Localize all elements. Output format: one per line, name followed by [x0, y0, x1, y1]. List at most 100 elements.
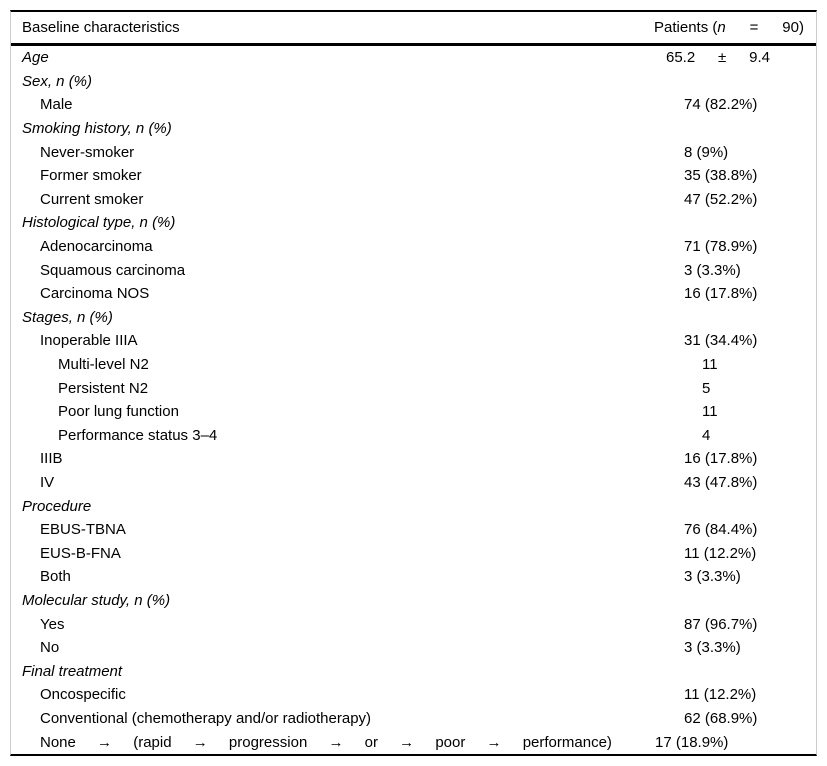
header-n-value: 90)	[782, 19, 804, 36]
header-baseline-characteristics: Baseline characteristics	[22, 19, 180, 36]
header-patients-prefix: Patients (n	[654, 19, 726, 36]
row-value: 17 (18.9%)	[655, 733, 729, 751]
table-row-iiib: IIIB 16 (17.8%)	[11, 447, 816, 471]
arrow-right-icon: →	[486, 733, 502, 751]
table-row-final-treatment-header: Final treatment	[11, 659, 816, 683]
row-label: Never-smoker	[40, 143, 135, 161]
table-body: Age 65.2 ± 9.4 Sex, n (%) Male 74 (82.2%…	[11, 46, 816, 754]
header-patients-count: Patients (n = 90)	[654, 12, 804, 43]
table-row-inoperable-iiia: Inoperable IIIA 31 (34.4%)	[11, 329, 816, 353]
row-value: 74 (82.2%)	[684, 96, 758, 114]
table-row-carcinoma-nos: Carcinoma NOS 16 (17.8%)	[11, 282, 816, 306]
row-value: 47 (52.2%)	[684, 190, 758, 208]
row-label: EUS-B-FNA	[40, 544, 121, 562]
age-mean: 65.2	[666, 49, 696, 67]
row-label: Molecular study, n (%)	[22, 591, 171, 609]
none-treatment-label: None → (rapid → progression → or → poor …	[40, 734, 612, 751]
table-row-smoking-header: Smoking history, n (%)	[11, 117, 816, 141]
baseline-characteristics-table: Baseline characteristics Patients (n = 9…	[10, 10, 817, 756]
arrow-right-icon: →	[97, 733, 113, 751]
plus-minus-symbol: ±	[718, 49, 727, 67]
table-row-ebus-tbna: EBUS-TBNA 76 (84.4%)	[11, 518, 816, 542]
row-label: Inoperable IIIA	[40, 332, 138, 350]
table-row-eus-b-fna: EUS-B-FNA 11 (12.2%)	[11, 541, 816, 565]
row-label: No	[40, 639, 60, 657]
table-row-procedure-header: Procedure	[11, 494, 816, 518]
row-value: 11	[702, 356, 718, 374]
progression-word: progression	[228, 733, 308, 751]
table-row-squamous: Squamous carcinoma 3 (3.3%)	[11, 258, 816, 282]
row-label: Final treatment	[22, 662, 123, 680]
row-label: Poor lung function	[58, 403, 179, 421]
row-value: 16 (17.8%)	[684, 450, 758, 468]
row-value: 62 (68.9%)	[684, 709, 758, 727]
table-row-molecular-header: Molecular study, n (%)	[11, 589, 816, 613]
table-header-row: Baseline characteristics Patients (n = 9…	[11, 12, 816, 46]
row-value: 3 (3.3%)	[684, 639, 741, 657]
row-label: Oncospecific	[40, 686, 126, 704]
arrow-right-icon: →	[328, 733, 344, 751]
row-value: 11 (12.2%)	[684, 686, 757, 704]
age-mean-sd: 65.2 ± 9.4	[666, 49, 770, 66]
table-row-current-smoker: Current smoker 47 (52.2%)	[11, 188, 816, 212]
table-row-oncospecific: Oncospecific 11 (12.2%)	[11, 683, 816, 707]
row-label: Former smoker	[40, 167, 142, 185]
row-label: Smoking history, n (%)	[22, 120, 172, 138]
table-row-sex-header: Sex, n (%)	[11, 70, 816, 94]
table-row-former-smoker: Former smoker 35 (38.8%)	[11, 164, 816, 188]
performance-word: performance)	[522, 733, 612, 751]
row-label: Adenocarcinoma	[40, 238, 153, 256]
row-value: 76 (84.4%)	[684, 521, 758, 539]
row-label: Male	[40, 96, 73, 114]
poor-word: poor	[435, 733, 466, 751]
or-word: or	[364, 733, 378, 751]
table-row-molecular-yes: Yes 87 (96.7%)	[11, 612, 816, 636]
row-label: Histological type, n (%)	[22, 214, 176, 232]
row-value: 8 (9%)	[684, 143, 729, 161]
rapid-word: (rapid	[133, 733, 172, 751]
table-row-performance-status: Performance status 3–4 4	[11, 424, 816, 448]
table-row-multi-level-n2: Multi-level N2 11	[11, 353, 816, 377]
row-label: Stages, n (%)	[22, 308, 113, 326]
row-value: 11	[702, 403, 718, 421]
none-word: None	[40, 733, 76, 751]
arrow-right-icon: →	[192, 733, 208, 751]
table-row-stages-header: Stages, n (%)	[11, 306, 816, 330]
table-row-histological-header: Histological type, n (%)	[11, 211, 816, 235]
row-value: 35 (38.8%)	[684, 167, 758, 185]
row-label: Current smoker	[40, 190, 144, 208]
row-value: 16 (17.8%)	[684, 285, 758, 303]
row-label: IIIB	[40, 450, 63, 468]
row-label: Sex, n (%)	[22, 72, 93, 90]
table-row-iv: IV 43 (47.8%)	[11, 471, 816, 495]
row-label: IV	[40, 473, 55, 491]
row-label: Persistent N2	[58, 379, 149, 397]
row-label: Multi-level N2	[58, 356, 149, 374]
table-row-persistent-n2: Persistent N2 5	[11, 376, 816, 400]
row-value: 11 (12.2%)	[684, 544, 757, 562]
table-row-male: Male 74 (82.2%)	[11, 93, 816, 117]
table-row-none-treatment: None → (rapid → progression → or → poor …	[11, 730, 816, 754]
row-label: Performance status 3–4	[58, 426, 218, 444]
table-row-molecular-no: No 3 (3.3%)	[11, 636, 816, 660]
row-value: 71 (78.9%)	[684, 238, 758, 256]
row-value: 31 (34.4%)	[684, 332, 758, 350]
arrow-right-icon: →	[399, 733, 415, 751]
table-row-never-smoker: Never-smoker 8 (9%)	[11, 140, 816, 164]
row-label: Procedure	[22, 497, 92, 515]
table-row-poor-lung-function: Poor lung function 11	[11, 400, 816, 424]
table-row-age: Age 65.2 ± 9.4	[11, 46, 816, 70]
row-label: Age	[22, 49, 49, 67]
row-value: 87 (96.7%)	[684, 615, 758, 633]
row-label: EBUS-TBNA	[40, 521, 126, 539]
row-label: Yes	[40, 615, 65, 633]
row-label: Both	[40, 568, 71, 586]
row-value: 5	[702, 379, 711, 397]
row-label: Conventional (chemotherapy and/or radiot…	[40, 709, 372, 727]
header-equals-sign: =	[749, 19, 759, 36]
table-row-adenocarcinoma: Adenocarcinoma 71 (78.9%)	[11, 235, 816, 259]
row-label: None → (rapid → progression → or → poor …	[11, 734, 655, 751]
table-row-both: Both 3 (3.3%)	[11, 565, 816, 589]
row-value: 43 (47.8%)	[684, 473, 758, 491]
